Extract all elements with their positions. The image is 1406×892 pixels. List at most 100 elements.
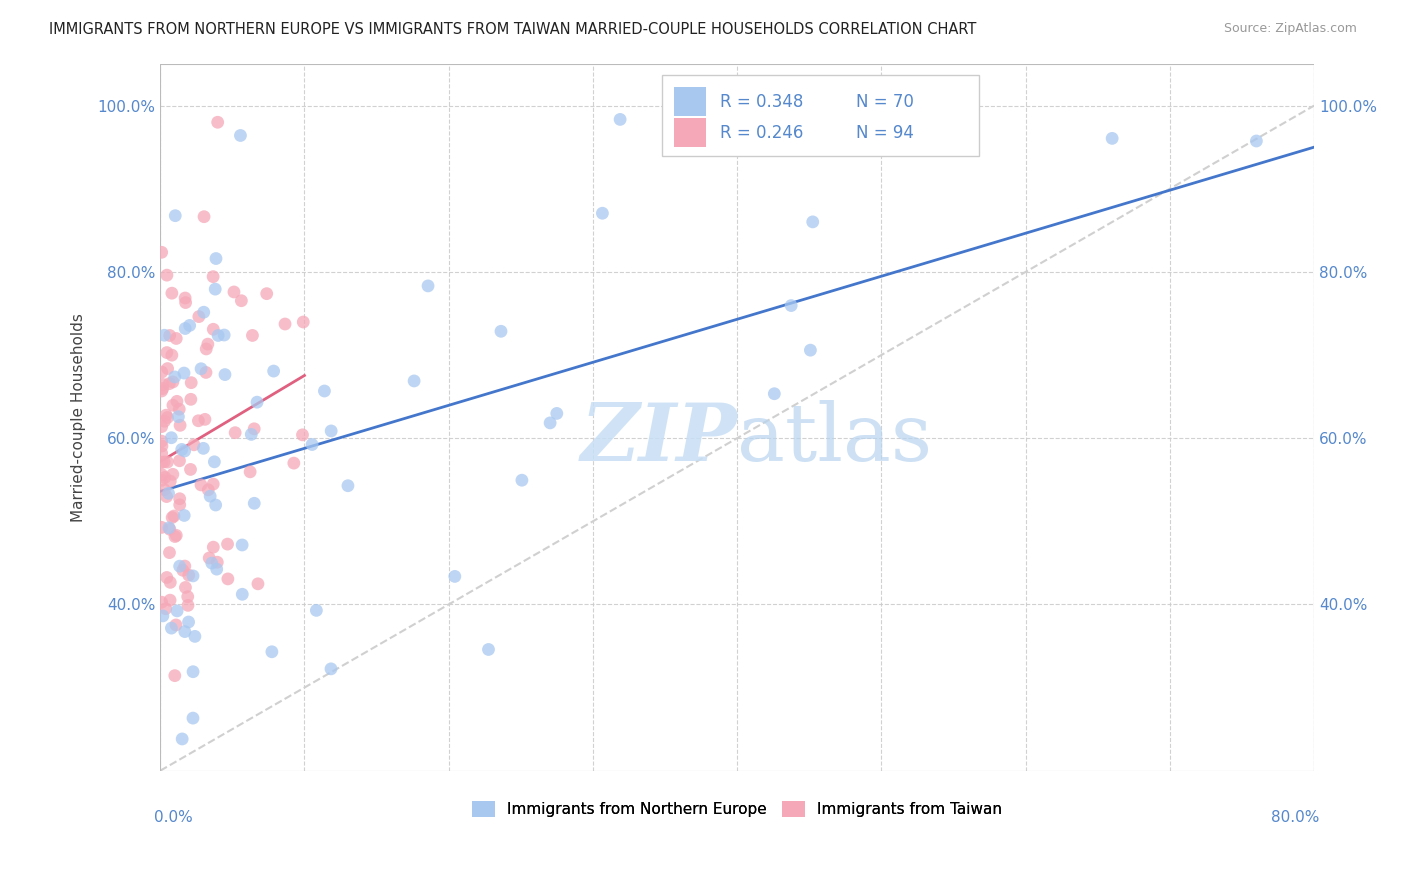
Point (152, 608, 174, 623)
Point (212, 328, 235, 343)
Point (180, 392, 202, 407)
Point (150, 520, 173, 534)
Point (1101, 131, 1123, 145)
Point (305, 603, 328, 617)
Point (416, 279, 439, 293)
Text: Source: ZipAtlas.com: Source: ZipAtlas.com (1223, 22, 1357, 36)
Point (231, 587, 253, 601)
Point (156, 268, 179, 282)
Point (165, 528, 187, 542)
Point (167, 402, 190, 417)
Point (159, 522, 181, 536)
Point (194, 412, 217, 426)
Point (202, 455, 225, 469)
Point (173, 366, 195, 380)
Point (169, 418, 191, 433)
Point (150, 439, 173, 453)
Point (169, 498, 191, 512)
Point (177, 615, 200, 629)
Point (510, 473, 533, 487)
Point (202, 269, 225, 284)
Point (167, 409, 190, 424)
Point (205, 562, 228, 576)
Point (301, 437, 323, 451)
Point (256, 286, 278, 301)
Point (150, 245, 173, 260)
Point (156, 345, 179, 359)
Point (177, 568, 200, 582)
Point (165, 331, 187, 345)
Point (780, 299, 803, 313)
Point (156, 361, 179, 376)
Point (274, 317, 297, 331)
Point (152, 382, 174, 396)
Point (202, 477, 225, 491)
Point (243, 422, 266, 436)
Point (150, 419, 173, 434)
Point (263, 364, 285, 378)
Point (150, 446, 173, 460)
Point (193, 305, 215, 319)
Point (153, 328, 176, 343)
Point (591, 206, 613, 220)
Point (609, 112, 631, 127)
Point (157, 486, 180, 500)
Point (222, 285, 245, 299)
Point (153, 470, 176, 484)
Point (159, 575, 181, 590)
Point (181, 711, 204, 725)
Point (246, 395, 269, 409)
Point (150, 365, 173, 379)
Point (193, 442, 215, 456)
Point (162, 375, 184, 389)
Point (477, 642, 499, 657)
Point (169, 454, 191, 468)
Point (217, 572, 239, 586)
Point (150, 455, 173, 469)
Point (180, 376, 202, 390)
Point (292, 315, 315, 329)
Point (443, 569, 465, 583)
Point (799, 343, 821, 358)
Point (174, 581, 197, 595)
Point (239, 465, 262, 479)
Point (160, 431, 183, 445)
Point (242, 328, 264, 343)
Point (181, 569, 204, 583)
Point (160, 621, 183, 635)
Point (156, 455, 179, 469)
Point (156, 410, 179, 425)
Legend: Immigrants from Northern Europe, Immigrants from Taiwan: Immigrants from Northern Europe, Immigra… (465, 795, 1008, 823)
Point (187, 310, 209, 324)
Point (173, 508, 195, 523)
Point (150, 595, 173, 609)
Point (224, 425, 246, 440)
Point (207, 115, 229, 129)
Point (150, 473, 173, 487)
Point (181, 665, 204, 679)
Point (243, 496, 266, 510)
Point (183, 438, 205, 452)
Text: R = 0.246: R = 0.246 (720, 124, 803, 142)
Point (162, 467, 184, 482)
Point (207, 555, 229, 569)
Point (801, 215, 824, 229)
Point (195, 366, 218, 380)
Point (240, 427, 263, 442)
Point (174, 321, 197, 335)
Point (150, 384, 173, 398)
Point (153, 483, 176, 497)
Point (198, 489, 221, 503)
Point (260, 645, 283, 659)
Point (229, 128, 252, 143)
Point (174, 295, 197, 310)
Point (177, 599, 200, 613)
Point (159, 593, 181, 607)
Point (336, 479, 359, 493)
Point (207, 328, 229, 343)
FancyBboxPatch shape (662, 75, 980, 156)
Point (157, 521, 180, 535)
Point (187, 414, 209, 428)
FancyBboxPatch shape (673, 118, 706, 147)
Point (1246, 134, 1268, 148)
